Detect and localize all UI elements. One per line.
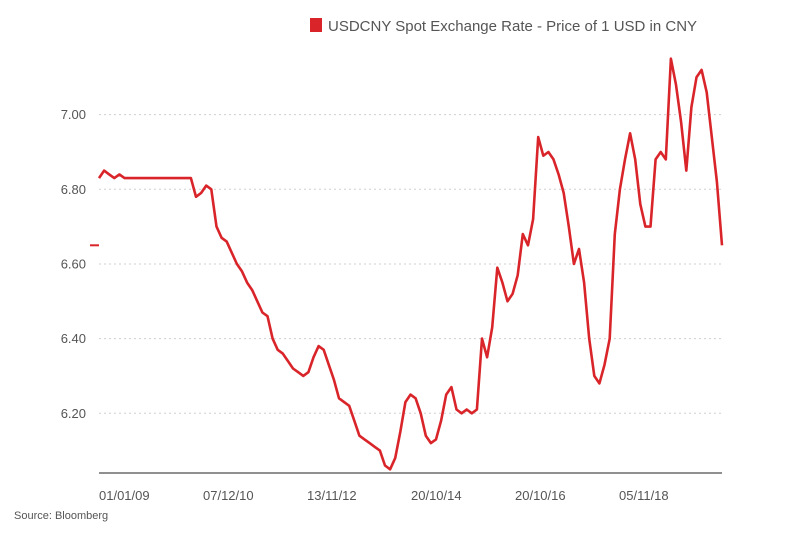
- x-axis-tick-labels: 01/01/09 07/12/10 13/11/12 20/10/14 20/10/16…: [99, 488, 669, 503]
- y-tick-label: 6.80: [61, 182, 86, 197]
- source-note: Source: Bloomberg: [14, 510, 109, 522]
- x-tick-label: 01/01/09: [99, 488, 150, 503]
- x-tick-label: 07/12/10: [203, 488, 254, 503]
- y-tick-label: 6.40: [61, 331, 86, 346]
- gridlines: [99, 114, 722, 414]
- x-tick-label: 20/10/16: [515, 488, 566, 503]
- legend-swatch: [310, 18, 322, 32]
- y-axis-tick-labels: 6.20 6.40 6.60 6.80 7.00: [61, 107, 86, 421]
- y-tick-label: 6.20: [61, 406, 86, 421]
- x-tick-label: 13/11/12: [307, 488, 357, 503]
- x-tick-label: 20/10/14: [411, 488, 462, 503]
- series-line-usdcny: [97, 57, 724, 471]
- y-tick-label: 6.60: [61, 256, 86, 271]
- legend-label: USDCNY Spot Exchange Rate - Price of 1 U…: [328, 18, 697, 35]
- x-tick-label: 05/11/18: [619, 488, 669, 503]
- y-tick-label: 7.00: [61, 107, 86, 122]
